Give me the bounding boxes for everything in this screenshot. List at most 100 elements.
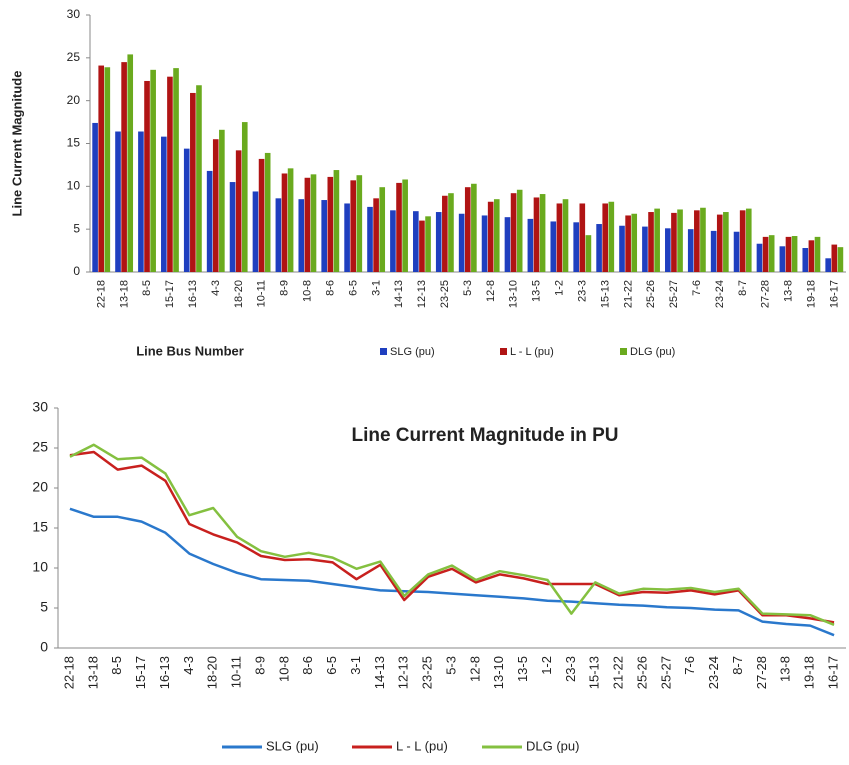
bar — [550, 221, 557, 272]
line — [69, 450, 835, 624]
bar — [825, 258, 832, 272]
x-tick-label: 8-6 — [300, 656, 315, 675]
line — [69, 443, 835, 626]
bar — [671, 212, 677, 272]
x-tick-label: 1-2 — [539, 656, 554, 675]
x-tick-label: 8-5 — [141, 280, 153, 296]
bar — [419, 220, 425, 272]
x-tick-label: 8-6 — [324, 280, 336, 296]
bar — [716, 214, 723, 272]
bar — [723, 212, 729, 272]
x-tick-label: 8-9 — [279, 280, 291, 296]
x-tick-label: 5-3 — [462, 280, 474, 296]
x-tick-label: 23-3 — [576, 280, 588, 302]
x-tick-label: 8-9 — [252, 656, 267, 675]
bar — [344, 203, 350, 272]
bar — [275, 198, 282, 272]
x-tick-label: 12-8 — [485, 280, 497, 302]
x-tick-label: 13-18 — [85, 656, 100, 689]
x-tick-label: 13-5 — [531, 280, 543, 302]
bar — [298, 199, 305, 272]
x-tick-label: 15-17 — [164, 280, 176, 308]
bar — [321, 200, 328, 272]
bar — [350, 180, 357, 272]
y-tick-label: 20 — [32, 479, 48, 495]
bar — [396, 182, 402, 272]
x-tick-label: 7-6 — [691, 280, 703, 296]
bar — [435, 212, 442, 272]
bar — [281, 173, 288, 272]
legend-swatch — [500, 348, 507, 355]
bar — [768, 235, 775, 272]
legend-swatch — [380, 348, 387, 355]
x-tick-label: 14-13 — [372, 656, 387, 689]
y-tick-label: 15 — [67, 136, 81, 150]
x-tick-label: 23-3 — [563, 656, 578, 682]
bar — [241, 122, 248, 272]
bar — [138, 131, 144, 272]
y-tick-label: 0 — [73, 264, 80, 278]
bar — [700, 207, 706, 272]
bar — [458, 213, 465, 272]
bar — [229, 182, 236, 272]
bar — [448, 193, 454, 272]
bar — [264, 152, 271, 272]
x-tick-label: 10-8 — [276, 656, 291, 682]
x-tick-label: 19-18 — [806, 280, 818, 308]
chart-title: Line Current Magnitude in PU — [351, 425, 618, 446]
x-tick-label: 16-13 — [187, 280, 199, 308]
legend-label: L - L (pu) — [510, 346, 554, 358]
bar — [625, 215, 631, 272]
bar — [837, 247, 844, 272]
bar — [487, 201, 494, 272]
x-tick-label: 16-17 — [828, 280, 840, 308]
x-tick-label: 13-8 — [778, 656, 793, 682]
bar — [631, 213, 638, 272]
bar — [183, 148, 190, 272]
bar — [235, 150, 242, 272]
bar — [161, 136, 167, 272]
bar — [677, 209, 683, 272]
bar — [471, 183, 477, 272]
x-axis-label: Line Bus Number — [136, 343, 244, 358]
bar — [104, 67, 111, 272]
bar — [642, 226, 648, 272]
x-tick-label: 1-2 — [554, 280, 566, 296]
x-tick-label: 23-25 — [420, 656, 435, 689]
bar — [150, 69, 156, 273]
bar — [602, 203, 609, 272]
x-tick-label: 13-18 — [118, 280, 130, 308]
x-tick-label: 21-22 — [622, 280, 634, 308]
y-axis-label: Line Current Magnitude — [9, 71, 24, 217]
legend-label: SLG (pu) — [390, 346, 435, 358]
x-tick-label: 25-26 — [634, 656, 649, 689]
bar — [608, 201, 615, 272]
legend-label: DLG (pu) — [526, 738, 579, 753]
x-tick-label: 13-10 — [508, 280, 520, 308]
x-tick-label: 19-18 — [802, 656, 817, 689]
bar — [619, 225, 625, 272]
x-tick-label: 10-11 — [256, 280, 268, 307]
bar — [190, 92, 196, 272]
bar — [373, 198, 379, 272]
bar — [556, 203, 563, 272]
bar — [212, 139, 219, 272]
legend-swatch — [620, 348, 627, 355]
x-tick-label: 4-3 — [210, 280, 222, 296]
x-tick-label: 23-24 — [706, 656, 721, 689]
x-tick-label: 13-5 — [515, 656, 530, 682]
bar — [694, 210, 700, 272]
y-tick-label: 25 — [32, 439, 48, 455]
bar — [252, 191, 259, 272]
bar — [808, 240, 815, 272]
bar — [596, 224, 602, 272]
bar — [762, 236, 769, 272]
bar — [402, 179, 408, 272]
bar — [167, 76, 173, 273]
x-tick-label: 22-18 — [61, 656, 76, 689]
bar — [802, 248, 809, 272]
x-tick-label: 10-11 — [229, 656, 244, 688]
y-tick-label: 0 — [40, 639, 48, 655]
bar — [442, 195, 448, 272]
